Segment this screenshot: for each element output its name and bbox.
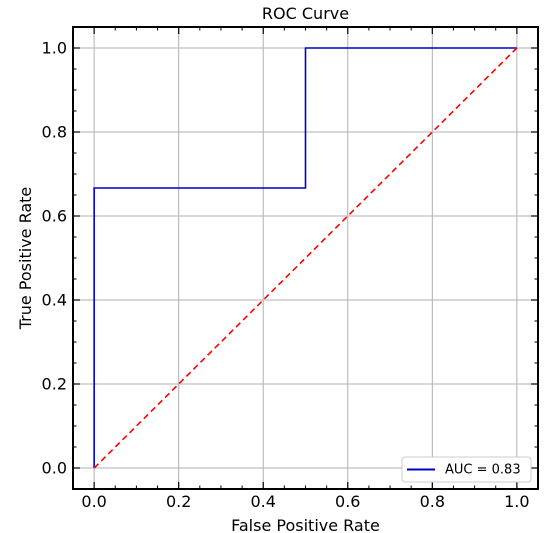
legend: AUC = 0.83 xyxy=(401,456,532,483)
y-tick-label: 0.6 xyxy=(42,207,67,226)
chart-title: ROC Curve xyxy=(262,4,349,23)
x-tick-label: 0.8 xyxy=(420,492,445,511)
axis-ticks xyxy=(73,27,538,489)
y-tick-label: 0.2 xyxy=(42,375,67,394)
y-tick-label: 0.8 xyxy=(42,123,67,142)
legend-box xyxy=(401,456,532,483)
roc-curve-line xyxy=(93,47,517,468)
x-tick-label: 0.2 xyxy=(166,492,191,511)
tick-labels: 0.0 0.2 0.4 0.6 0.8 1.0 0.0 0.2 0.4 0.6 0.8 1.0 xyxy=(42,39,530,512)
y-tick-label: 0.0 xyxy=(42,459,67,478)
grid-lines xyxy=(73,27,538,489)
plot-series xyxy=(93,47,518,469)
x-tick-label: 0.6 xyxy=(335,492,360,511)
legend-label: AUC = 0.83 xyxy=(445,463,521,478)
x-axis-title: False Positive Rate xyxy=(231,516,380,533)
y-tick-label: 0.4 xyxy=(42,291,67,310)
y-tick-label: 1.0 xyxy=(42,39,67,58)
x-tick-label: 0.0 xyxy=(81,492,106,511)
x-tick-label: 0.4 xyxy=(251,492,276,511)
y-axis-title: True Positive Rate xyxy=(16,187,35,331)
x-tick-label: 1.0 xyxy=(504,492,529,511)
